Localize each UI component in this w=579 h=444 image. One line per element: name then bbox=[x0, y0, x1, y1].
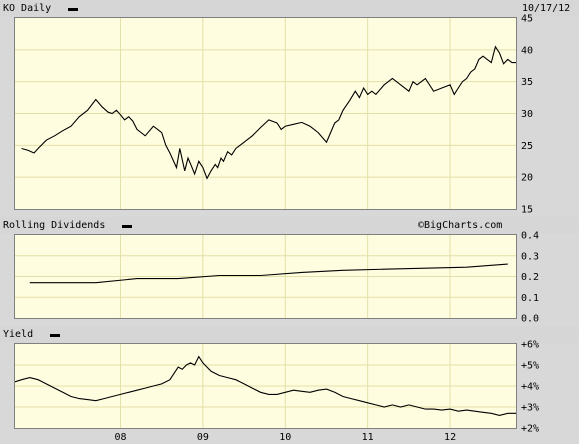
yield-ytick-label: +2% bbox=[521, 424, 539, 435]
dividends-ytick-label: 0.0 bbox=[521, 314, 539, 325]
x-tick-label: 10 bbox=[279, 432, 291, 443]
dividends-ytick-label: 0.4 bbox=[521, 231, 539, 242]
yield-ytick-label: +6% bbox=[521, 340, 539, 351]
price-ytick-label: 30 bbox=[521, 109, 533, 120]
x-tick-label: 09 bbox=[197, 432, 209, 443]
price-ytick-label: 35 bbox=[521, 77, 533, 88]
yield-ytick-label: +5% bbox=[521, 361, 539, 372]
price-ytick-label: 15 bbox=[521, 205, 533, 216]
dividends-series-line bbox=[29, 263, 508, 284]
dividends-ytick-label: 0.1 bbox=[521, 293, 539, 304]
yield-legend-swatch bbox=[50, 334, 60, 337]
x-tick-label: 08 bbox=[114, 432, 126, 443]
x-tick-label: 12 bbox=[444, 432, 456, 443]
price-series-line bbox=[21, 45, 516, 180]
yield-series-line bbox=[14, 355, 516, 416]
yield-ytick-label: +3% bbox=[521, 403, 539, 414]
yield-ytick-label: +4% bbox=[521, 382, 539, 393]
price-ytick-label: 20 bbox=[521, 173, 533, 184]
dividends-legend-swatch bbox=[122, 225, 132, 228]
x-tick-label: 11 bbox=[362, 432, 374, 443]
price-panel-title: KO Daily bbox=[3, 3, 52, 14]
dividends-ytick-label: 0.2 bbox=[521, 272, 539, 283]
price-ytick-label: 45 bbox=[521, 14, 533, 25]
dividends-panel-header: Rolling Dividends ©BigCharts.com bbox=[0, 217, 579, 234]
yield-panel-header: Yield bbox=[0, 326, 579, 343]
yield-panel-title: Yield bbox=[3, 329, 34, 340]
price-ytick-label: 40 bbox=[521, 45, 533, 56]
price-panel-header: KO Daily 10/17/12 bbox=[0, 0, 579, 17]
price-legend-swatch bbox=[68, 8, 78, 11]
chart-date: 10/17/12 bbox=[522, 3, 571, 14]
dividends-ytick-label: 0.3 bbox=[521, 251, 539, 262]
dividends-panel-title: Rolling Dividends bbox=[3, 220, 106, 231]
watermark: ©BigCharts.com bbox=[418, 220, 503, 231]
price-ytick-label: 25 bbox=[521, 141, 533, 152]
